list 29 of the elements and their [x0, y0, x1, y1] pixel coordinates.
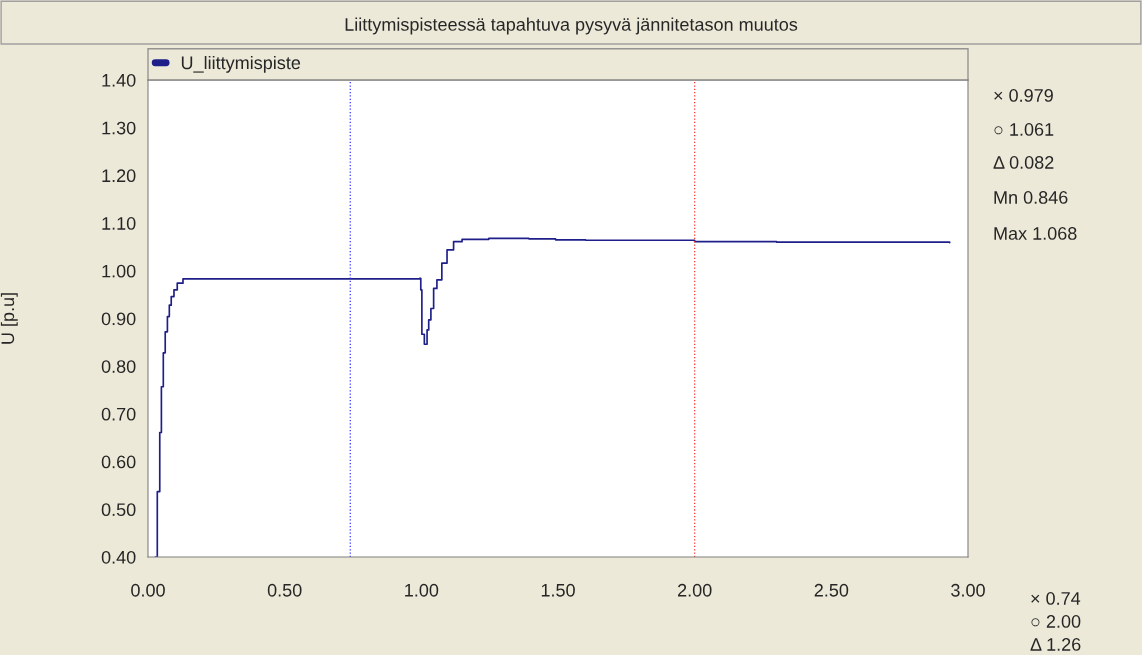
x-tick-label: 1.50: [541, 583, 575, 597]
legend-label: U_liittymispiste: [181, 55, 301, 73]
text: × 0.979: [994, 89, 1053, 102]
y-tick-label: 0.40: [101, 550, 136, 564]
text: Max 1.068: [994, 227, 1077, 240]
y-tick-label: 0.80: [101, 360, 136, 373]
x-tick-label: 0.50: [267, 583, 302, 597]
y-tick-label: 1.00: [102, 264, 136, 278]
y-tick-label: 0.60: [101, 455, 136, 469]
y-tick-label: 1.10: [102, 217, 136, 230]
y-axis-title: U [p.u]: [0, 293, 18, 344]
text: × 0.74: [1031, 592, 1081, 605]
text: ○ 1.061: [994, 123, 1054, 136]
y-tick-label: 1.40: [102, 73, 136, 87]
y-tick-label: 0.50: [101, 503, 136, 517]
y-tick-label: 1.30: [102, 121, 136, 135]
x-tick-label: 1.00: [405, 583, 439, 597]
y-tick-label: 0.90: [101, 312, 136, 326]
text: Δ 0.082: [993, 156, 1054, 169]
chart-title: Liittymispisteessä tapahtuva pysyvä jännitetason muutos: [345, 17, 798, 35]
x-tick-label: 3.00: [951, 583, 985, 597]
text: ○ 2.00: [1031, 615, 1081, 628]
y-tick-label: 0.70: [101, 407, 136, 421]
x-tick-label: 0.00: [131, 583, 165, 597]
x-tick-label: 2.00: [678, 583, 712, 597]
text: Mn 0.846: [994, 191, 1068, 204]
x-tick-label: 2.50: [814, 583, 849, 597]
text: Δ 1.26: [1030, 638, 1081, 651]
y-tick-label: 1.20: [102, 169, 136, 183]
